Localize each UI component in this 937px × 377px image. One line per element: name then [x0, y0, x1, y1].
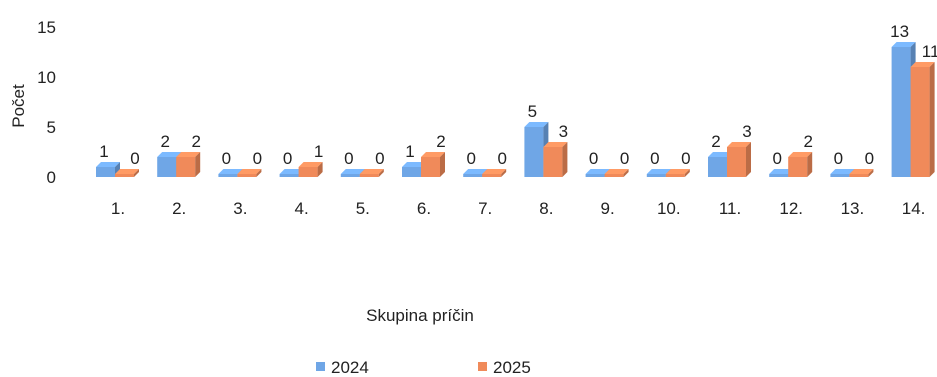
y-tick-label: 5: [47, 118, 56, 137]
x-tick-label: 9.: [601, 199, 615, 218]
data-label-2024-5: 0: [344, 149, 353, 168]
data-label-2025-3: 0: [253, 149, 262, 168]
bar-2025-13: [849, 169, 874, 177]
bar-2025-14: [910, 62, 935, 177]
data-label-2025-14: 11: [922, 42, 937, 61]
data-label-2025-10: 0: [681, 149, 690, 168]
data-label-2025-13: 0: [865, 149, 874, 168]
legend-swatch-2025: [478, 362, 487, 371]
data-label-2025-4: 1: [314, 142, 323, 161]
data-label-2024-3: 0: [222, 149, 231, 168]
data-label-2024-6: 1: [405, 142, 414, 161]
bar-2025-1: [115, 169, 139, 177]
bar-2025-2: [176, 152, 201, 177]
data-label-2025-5: 0: [375, 149, 384, 168]
data-label-2024-11: 2: [711, 132, 720, 151]
data-labels: 1 0 2 2 0 0 0 1 0 0 1 2 0 0 5 3 0 0 0 0 2 3 0 2 0 0 13 11: [99, 22, 937, 168]
x-tick-label: 12.: [779, 199, 803, 218]
data-label-2025-11: 3: [742, 122, 751, 141]
bar-2025-11: [727, 142, 751, 177]
data-label-2025-9: 0: [620, 149, 629, 168]
legend-label-2024: 2024: [331, 358, 369, 377]
y-tick-label: 10: [37, 68, 56, 87]
data-label-2024-2: 2: [160, 132, 169, 151]
data-label-2025-6: 2: [436, 132, 445, 151]
y-axis: 0 5 10 15: [37, 18, 56, 187]
data-label-2024-1: 1: [99, 142, 108, 161]
data-label-2024-10: 0: [650, 149, 659, 168]
legend-swatch-2024: [316, 362, 325, 371]
bar-2025-5: [359, 169, 384, 177]
y-tick-label: 0: [47, 168, 56, 187]
y-tick-label: 15: [37, 18, 56, 37]
x-tick-label: 1.: [111, 199, 125, 218]
bar-2025-6: [421, 152, 445, 177]
data-label-2024-9: 0: [589, 149, 598, 168]
data-label-2024-8: 5: [528, 102, 537, 121]
x-tick-label: 6.: [417, 199, 431, 218]
bar-2025-3: [237, 169, 262, 177]
x-tick-label: 4.: [295, 199, 309, 218]
data-label-2025-2: 2: [191, 132, 200, 151]
data-label-2024-12: 0: [772, 149, 781, 168]
x-tick-label: 5.: [356, 199, 370, 218]
data-label-2025-7: 0: [497, 149, 506, 168]
x-axis: 1. 2. 3. 4. 5. 6. 7. 8. 9. 10. 11. 12. 13. 14.: [111, 199, 926, 218]
bar-2025-9: [604, 169, 629, 177]
data-label-2024-4: 0: [283, 149, 292, 168]
bars: [96, 42, 935, 177]
x-tick-label: 2.: [172, 199, 186, 218]
data-label-2024-7: 0: [466, 149, 475, 168]
x-tick-label: 14.: [902, 199, 926, 218]
x-tick-label: 3.: [233, 199, 247, 218]
x-axis-title: Skupina príčin: [366, 306, 474, 325]
x-tick-label: 13.: [841, 199, 865, 218]
data-label-2025-1: 0: [130, 149, 139, 168]
data-label-2024-14: 13: [890, 22, 909, 41]
x-tick-label: 8.: [539, 199, 553, 218]
data-label-2025-8: 3: [559, 122, 568, 141]
bar-2025-4: [298, 162, 323, 177]
data-label-2024-13: 0: [834, 149, 843, 168]
data-label-2025-12: 2: [803, 132, 812, 151]
bar-2025-10: [665, 169, 690, 177]
y-axis-title: Počet: [9, 84, 28, 128]
x-tick-label: 7.: [478, 199, 492, 218]
x-tick-label: 11.: [719, 199, 741, 218]
legend-label-2025: 2025: [493, 358, 531, 377]
x-tick-label: 10.: [657, 199, 681, 218]
legend: 2024 2025: [316, 358, 531, 377]
bar-2025-8: [543, 142, 568, 177]
bar-2025-7: [482, 169, 507, 177]
bar-2025-12: [788, 152, 813, 177]
